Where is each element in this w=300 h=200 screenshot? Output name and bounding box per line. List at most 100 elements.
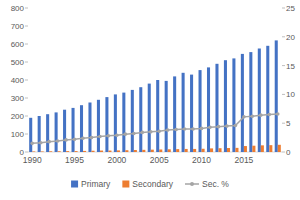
x-tick-label: 1990 <box>23 155 42 165</box>
bar <box>92 151 95 152</box>
bar <box>58 151 61 152</box>
marker <box>107 134 111 138</box>
bar <box>105 97 108 152</box>
y-tick <box>25 62 28 63</box>
bar <box>219 148 222 152</box>
y2-tick-label: 20 <box>286 33 295 42</box>
bar <box>159 149 162 152</box>
y2-tick-label: 15 <box>286 62 295 71</box>
marker <box>30 142 34 146</box>
marker <box>166 128 170 132</box>
bar <box>88 103 91 153</box>
legend-key <box>122 181 129 188</box>
y-tick <box>25 116 28 117</box>
y-tick-label: 400 <box>11 76 25 85</box>
x-tick-label: 2005 <box>150 155 169 165</box>
bar <box>173 76 176 152</box>
bar <box>122 93 125 152</box>
bar <box>215 64 218 152</box>
bar <box>66 151 69 152</box>
bar <box>252 146 255 152</box>
bar <box>261 145 264 152</box>
bar <box>131 90 134 152</box>
bar <box>134 150 137 152</box>
y-tick <box>25 44 28 45</box>
marker <box>259 113 263 117</box>
bar <box>97 100 100 152</box>
bar <box>190 75 193 152</box>
y2-tick <box>282 94 285 95</box>
marker <box>47 140 51 144</box>
y-tick <box>25 134 28 135</box>
y2-tick-label: 25 <box>286 4 295 13</box>
y-tick-label: 200 <box>11 112 25 121</box>
bar <box>210 148 213 152</box>
bar <box>224 60 227 152</box>
line <box>32 114 278 143</box>
x-tick-label: 2015 <box>234 155 253 165</box>
marker <box>81 136 85 140</box>
bar <box>75 151 78 152</box>
bar <box>63 110 66 152</box>
y-tick <box>25 80 28 81</box>
bar <box>139 87 142 152</box>
bar <box>165 81 168 152</box>
y-tick-label: 800 <box>11 4 25 13</box>
marker <box>225 124 229 128</box>
bar <box>278 145 281 152</box>
bar <box>185 149 188 152</box>
bar <box>235 148 238 152</box>
bar <box>114 94 117 152</box>
legend-key <box>71 181 78 188</box>
bar <box>199 70 202 152</box>
x-tick-label: 2010 <box>192 155 211 165</box>
marker <box>191 127 195 131</box>
legend-label: Secondary <box>132 179 173 189</box>
bar <box>275 40 278 152</box>
y2-tick-label: 5 <box>286 119 291 128</box>
y-tick-label: 700 <box>11 22 25 31</box>
y-tick <box>25 98 28 99</box>
marker <box>183 127 187 131</box>
bar <box>117 150 120 152</box>
y-tick <box>25 26 28 27</box>
y-tick-label: 600 <box>11 40 25 49</box>
marker <box>64 138 68 142</box>
plot-area <box>29 40 281 152</box>
legend-key-marker <box>190 182 194 186</box>
marker <box>157 129 161 133</box>
marker <box>174 128 178 132</box>
marker <box>251 114 255 118</box>
bar <box>176 149 179 152</box>
x-tick-label: 1995 <box>65 155 84 165</box>
bar <box>168 149 171 152</box>
marker <box>217 125 221 129</box>
bar <box>32 151 35 152</box>
y2-tick <box>282 123 285 124</box>
y2-tick <box>282 36 285 37</box>
y2-tick <box>282 152 285 153</box>
bar <box>38 116 41 152</box>
y2-tick-label: 10 <box>286 90 295 99</box>
bar <box>41 151 44 152</box>
bar <box>156 80 159 152</box>
legend-label: Sec. % <box>202 179 229 189</box>
marker <box>56 139 60 143</box>
y-tick <box>25 152 28 153</box>
bar <box>151 150 154 152</box>
y-tick-label: 500 <box>11 58 25 67</box>
x-tick-label: 2000 <box>107 155 126 165</box>
bar <box>193 149 196 152</box>
bar <box>202 149 205 152</box>
bar <box>125 150 128 152</box>
bar <box>269 145 272 152</box>
bar <box>72 108 75 152</box>
bar <box>55 112 58 152</box>
legend: PrimarySecondarySec. % <box>71 179 229 189</box>
bar <box>232 58 235 152</box>
marker <box>149 130 153 134</box>
y2-tick <box>282 8 285 9</box>
bar <box>100 151 103 152</box>
bar <box>182 73 185 152</box>
y2-tick <box>282 65 285 66</box>
